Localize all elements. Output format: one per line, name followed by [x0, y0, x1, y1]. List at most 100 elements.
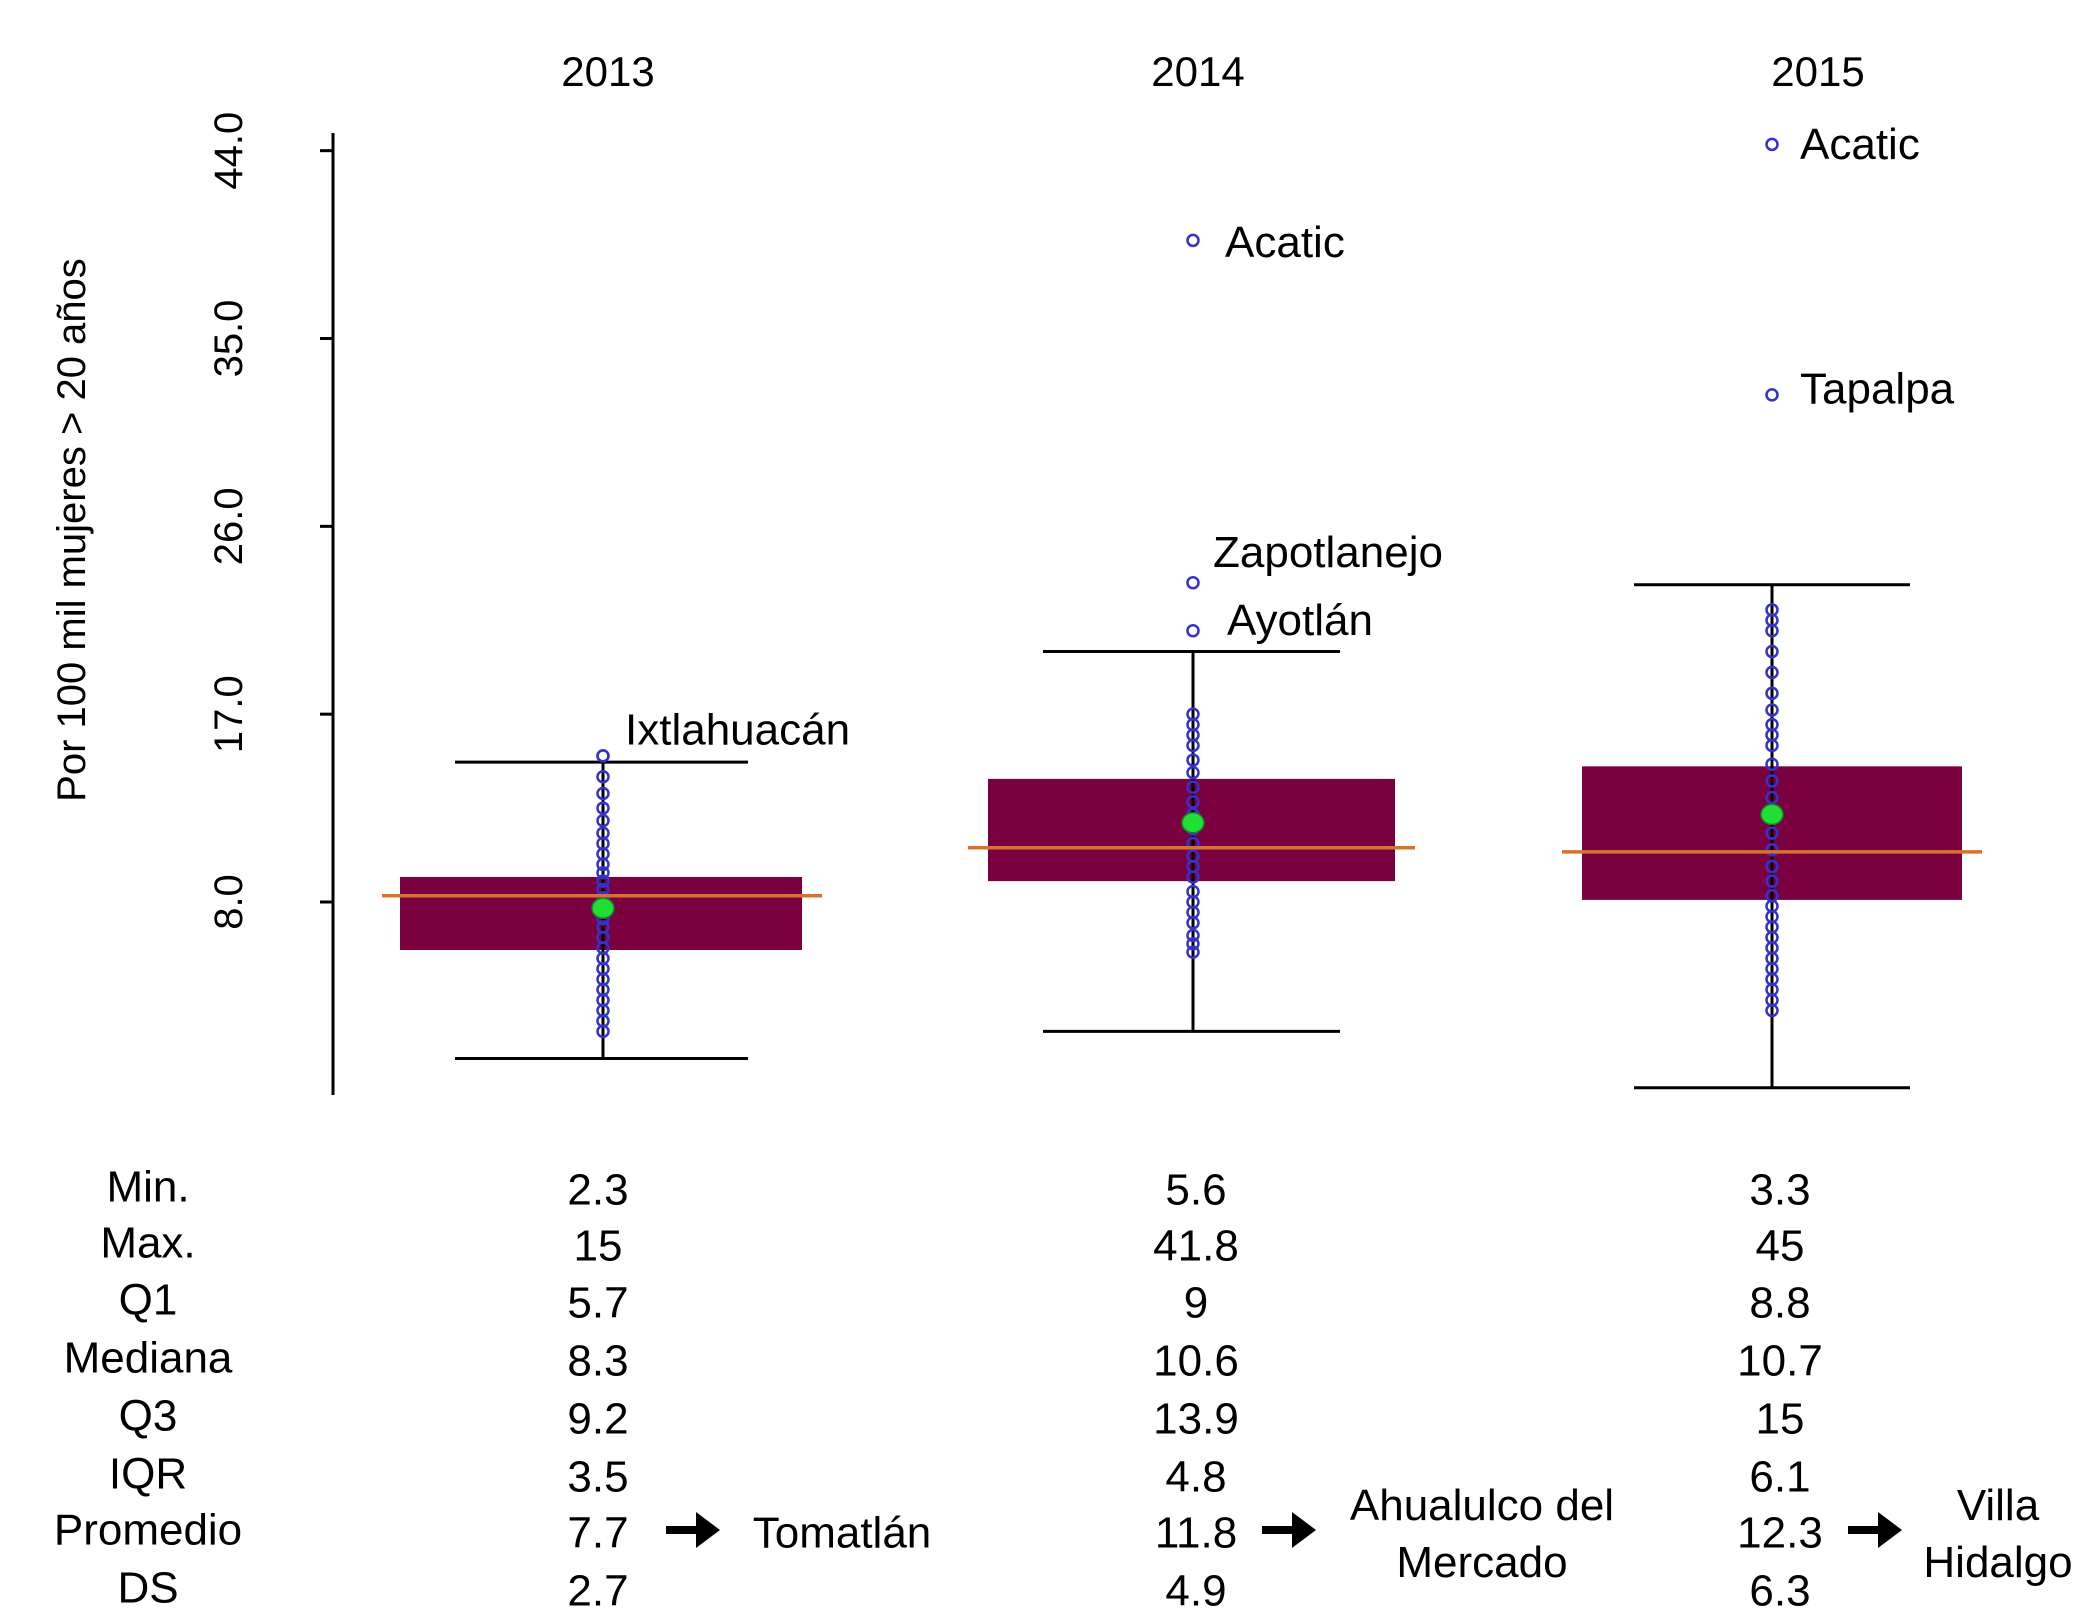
stat-value-iqr: 6.1	[1749, 1453, 1810, 1502]
stat-value-median: 10.6	[1153, 1337, 1239, 1386]
mean-marker	[1181, 811, 1205, 834]
box-groups: 2013 Ixtlahuacán 2014 Acatic Zapotlanejo Ayot…	[382, 48, 1982, 1090]
data-point	[1765, 603, 1779, 617]
data-point	[1186, 884, 1200, 899]
data-point	[1765, 888, 1779, 903]
y-tick-label: 26.0	[207, 487, 251, 565]
data-point	[1765, 665, 1779, 680]
outlier-label: Zapotlanejo	[1213, 528, 1443, 577]
outlier-point	[1765, 388, 1779, 402]
arrow-head	[696, 1512, 720, 1548]
outlier-label: Acatic	[1800, 120, 1920, 169]
municipality-line-1: Ahualulco del	[1350, 1481, 1614, 1530]
highest-mean-municipality: Tomatlán	[753, 1509, 932, 1558]
stats-table: Min. 2.3 5.6 3.3 Max. 15 41.8 45 Q1 5.7 9 8.8 Median…	[54, 1163, 2073, 1616]
y-ticks: 8.0 17.0 26.0 35.0 44.0	[207, 112, 333, 930]
data-point	[1765, 717, 1779, 732]
stat-label-q3: Q3	[119, 1392, 178, 1441]
stat-value-median: 8.3	[567, 1337, 628, 1386]
stat-value-max: 45	[1756, 1222, 1805, 1271]
outlier-point	[1186, 623, 1200, 638]
outlier-point	[596, 749, 610, 763]
municipality-line-2: Hidalgo	[1923, 1538, 2072, 1587]
stat-value-iqr: 3.5	[567, 1453, 628, 1502]
stat-value-q3: 9.2	[567, 1395, 628, 1444]
y-tick-label: 44.0	[207, 112, 251, 190]
box-group-2013: 2013 Ixtlahuacán	[382, 48, 850, 1061]
arrow-head	[1292, 1512, 1316, 1548]
box-group-2015: 2015 Acatic Tapalpa	[1562, 48, 1982, 1090]
outlier-label: Acatic	[1225, 218, 1345, 267]
year-label: 2013	[561, 48, 654, 95]
stat-value-q3: 15	[1756, 1395, 1805, 1444]
stat-label-q1: Q1	[119, 1276, 178, 1325]
data-point	[1186, 780, 1200, 794]
arrow-head	[1878, 1512, 1902, 1548]
stat-value-mean: 12.3	[1737, 1509, 1823, 1558]
stat-label-iqr: IQR	[109, 1450, 187, 1499]
data-point	[596, 770, 610, 784]
stat-label-mean: Promedio	[54, 1506, 242, 1555]
data-point	[1765, 859, 1779, 874]
arrow-icon	[666, 1512, 720, 1548]
data-point	[596, 801, 610, 815]
stat-value-sd: 4.9	[1165, 1567, 1226, 1616]
stat-value-q1: 5.7	[567, 1279, 628, 1328]
data-point	[596, 786, 610, 801]
stat-value-min: 3.3	[1749, 1166, 1810, 1215]
stat-value-max: 15	[574, 1222, 623, 1271]
data-point	[1186, 795, 1200, 809]
data-point	[1765, 843, 1779, 857]
stat-value-q3: 13.9	[1153, 1395, 1239, 1444]
outlier-label: Tapalpa	[1800, 364, 1955, 413]
y-tick-label: 35.0	[207, 300, 251, 378]
stat-value-median: 10.7	[1737, 1337, 1823, 1386]
stat-label-sd: DS	[117, 1564, 178, 1613]
municipality-line-2: Mercado	[1396, 1538, 1567, 1587]
data-point	[596, 826, 610, 840]
outlier-point	[1765, 137, 1779, 152]
outlier-label: Ayotlán	[1227, 596, 1373, 645]
data-point	[1765, 790, 1779, 805]
data-point	[1765, 644, 1779, 659]
year-label: 2015	[1771, 48, 1864, 95]
data-point	[1765, 874, 1779, 888]
arrow-icon	[1262, 1512, 1316, 1548]
stat-value-min: 2.3	[567, 1166, 628, 1215]
stat-label-max: Max.	[100, 1219, 195, 1268]
stat-value-q1: 8.8	[1749, 1279, 1810, 1328]
data-point	[596, 874, 610, 888]
mean-marker	[1760, 803, 1784, 826]
stat-value-mean: 7.7	[567, 1509, 628, 1558]
y-tick-label: 17.0	[207, 675, 251, 753]
arrow-icon	[1848, 1512, 1902, 1548]
stat-label-min: Min.	[106, 1163, 189, 1212]
stat-value-sd: 2.7	[567, 1567, 628, 1616]
outlier-point	[1186, 575, 1200, 590]
data-point	[1765, 826, 1779, 840]
outlier-label: Ixtlahuacán	[625, 705, 850, 754]
data-point	[1186, 753, 1200, 767]
y-axis-label: Por 100 mil mujeres > 20 años	[50, 258, 94, 802]
data-point	[596, 920, 610, 934]
data-point	[1765, 686, 1779, 701]
outlier-point	[1186, 233, 1200, 248]
municipality-line-1: Villa	[1957, 1481, 2040, 1530]
data-point	[1186, 945, 1200, 959]
stat-value-q1: 9	[1184, 1279, 1208, 1328]
highest-mean-municipality: Ahualulco del Mercado	[1350, 1481, 1614, 1587]
data-point	[1186, 928, 1200, 943]
data-point	[596, 813, 610, 828]
data-point	[596, 866, 610, 880]
stat-label-median: Mediana	[64, 1334, 233, 1383]
stat-value-iqr: 4.8	[1165, 1453, 1226, 1502]
highest-mean-municipality: Villa Hidalgo	[1923, 1481, 2072, 1587]
data-point	[1186, 849, 1200, 863]
box-group-2014: 2014 Acatic Zapotlanejo Ayotlán	[968, 48, 1443, 1033]
data-point	[1186, 707, 1200, 721]
stat-value-max: 41.8	[1153, 1222, 1239, 1271]
data-point	[1186, 936, 1200, 951]
year-label: 2014	[1151, 48, 1244, 95]
data-point	[1765, 703, 1779, 717]
